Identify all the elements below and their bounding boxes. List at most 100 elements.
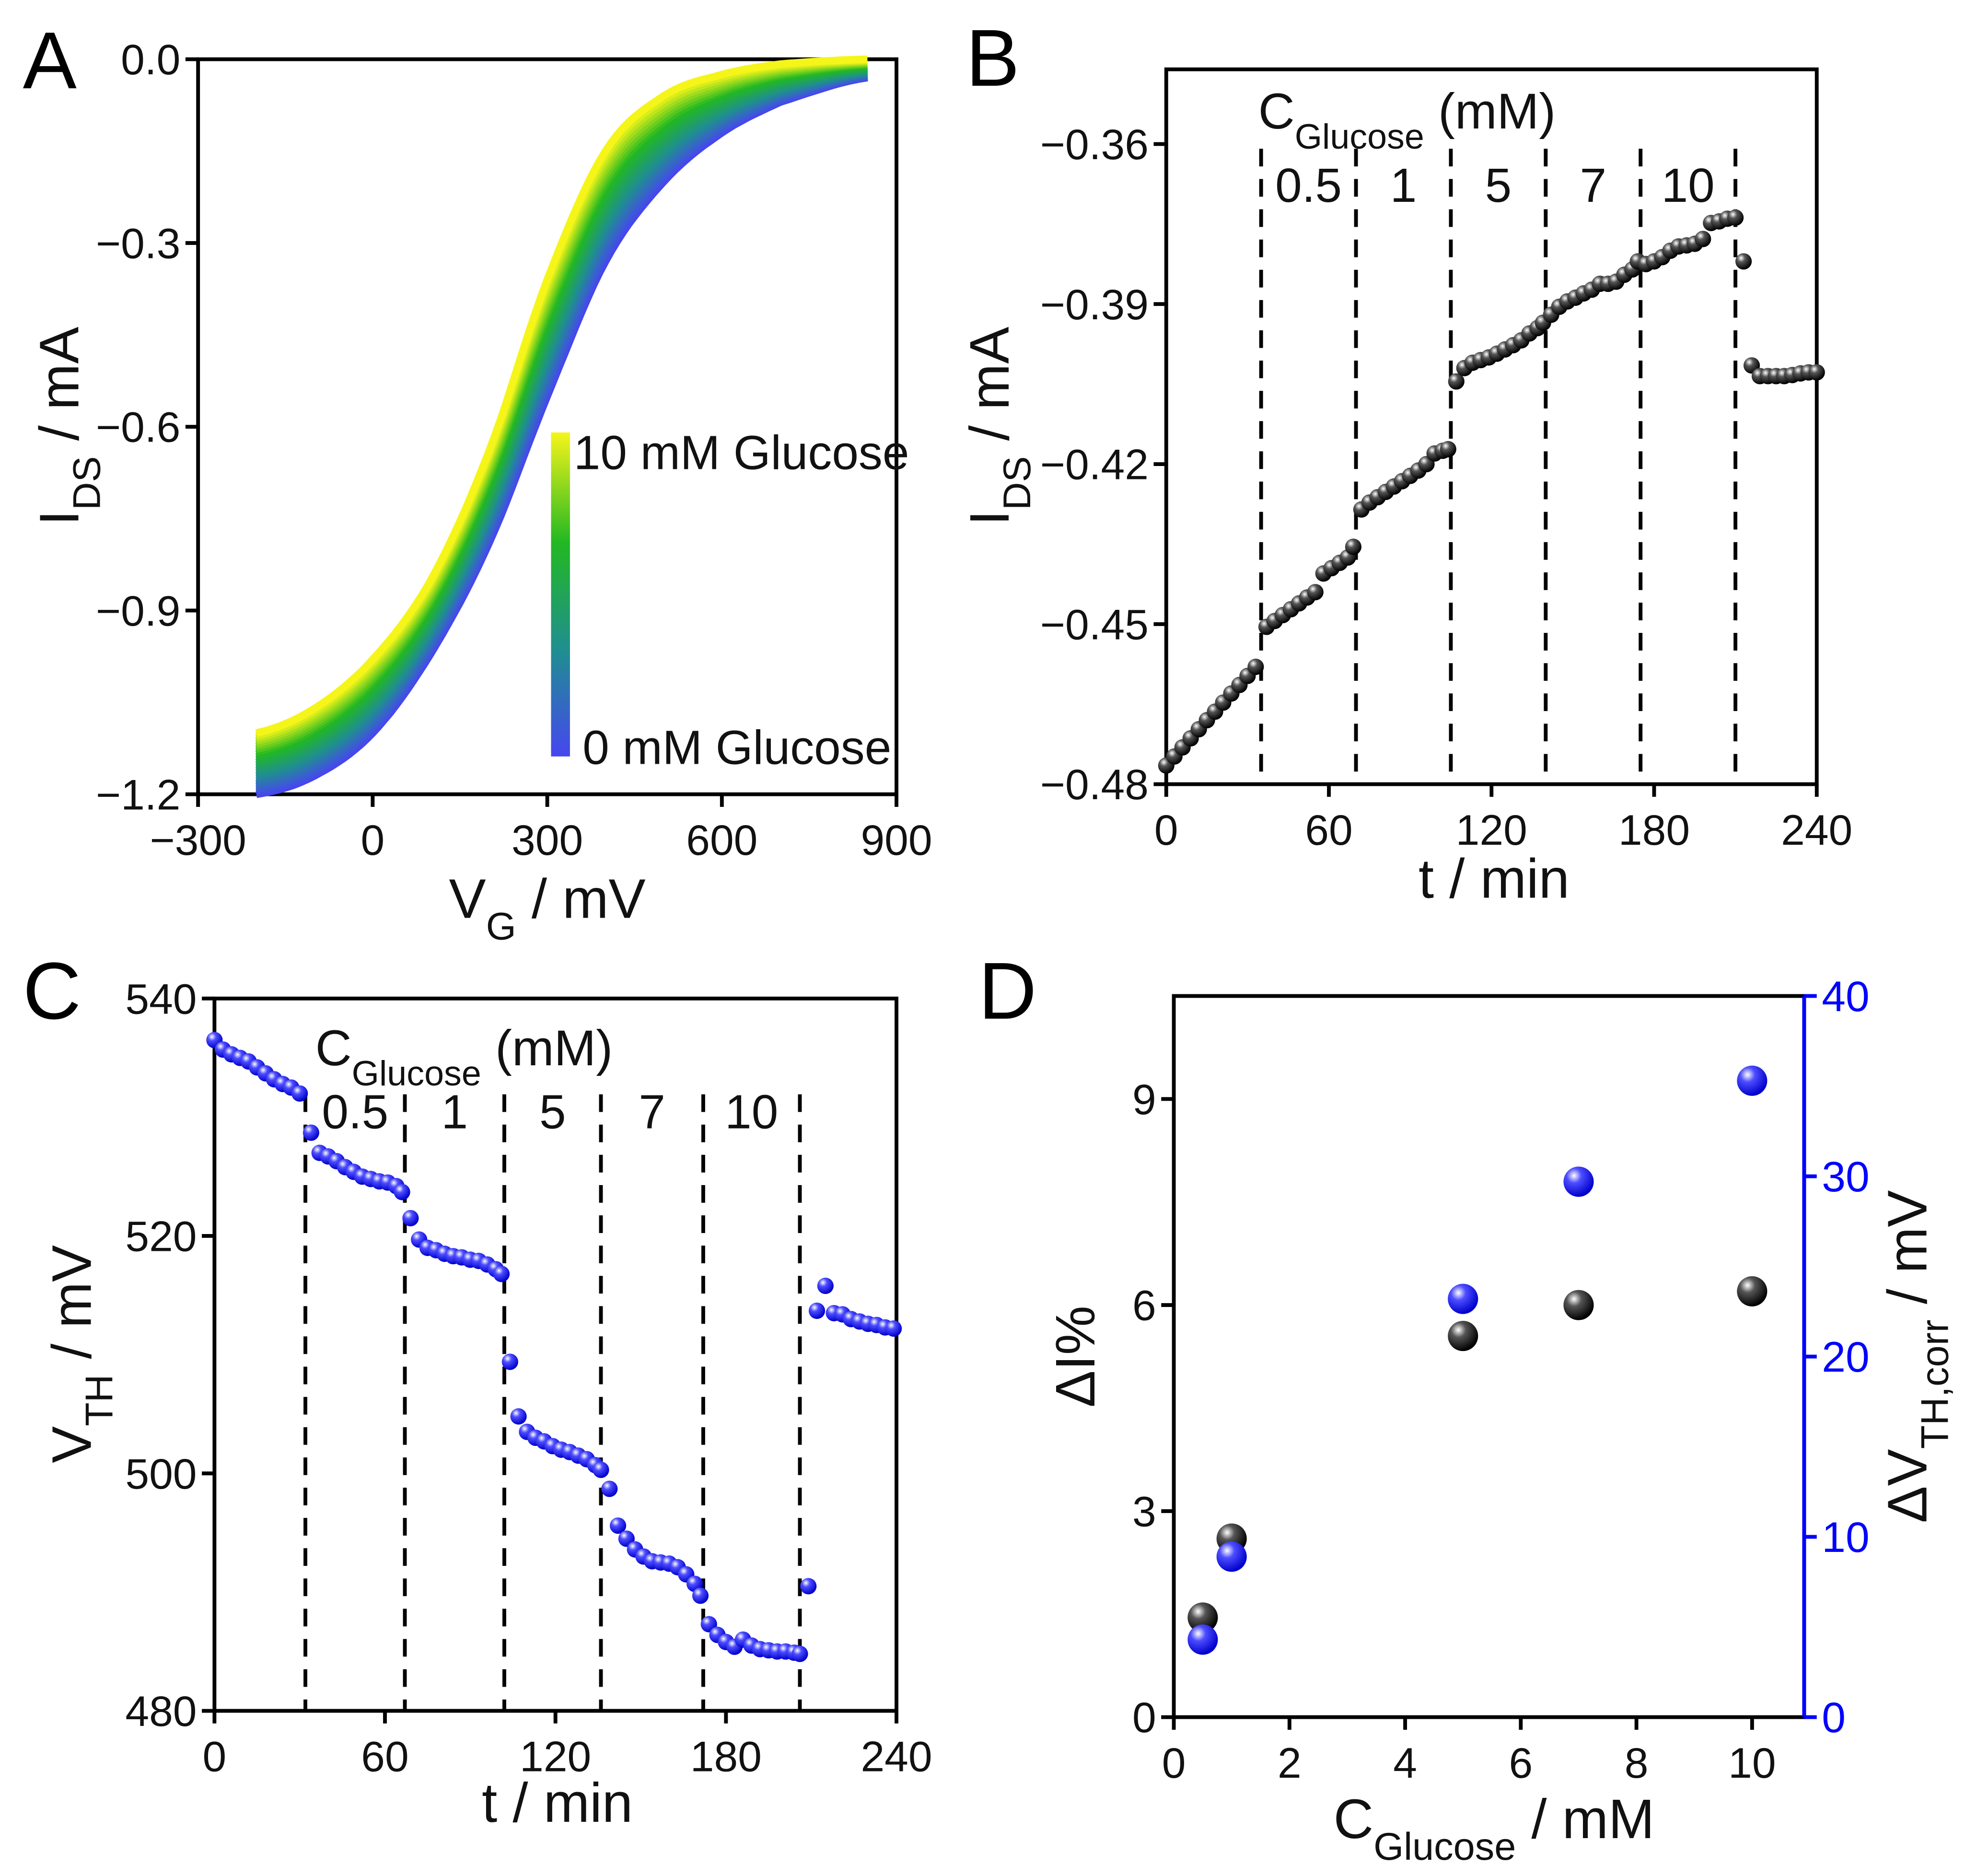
concentration-label: 0.5 [322, 1086, 388, 1139]
y-tick-label: 540 [125, 975, 197, 1023]
x-axis-label-subscript: G [486, 905, 516, 948]
panel-letter-c: C [23, 946, 81, 1036]
panel-c: 0 60 120 180 240 540 520 500 480 t / min VTH / mV 0… [41, 975, 932, 1834]
x-axis-label-main: V [449, 867, 486, 930]
y2-axis-label-rest: / mV [1876, 1190, 1939, 1319]
concentration-annotation-subscript: Glucose [352, 1053, 481, 1093]
y-tick-label: 9 [1132, 1075, 1156, 1123]
x-axis-label: t / min [1419, 847, 1570, 909]
delta-current-point [1737, 1276, 1768, 1307]
x-tick-label: 4 [1393, 1739, 1417, 1787]
data-point [692, 1587, 709, 1604]
data-point [1808, 364, 1825, 381]
x-axis-label-subscript: Glucose [1373, 1825, 1516, 1868]
data-point [885, 1320, 902, 1337]
y-tick-label: −0.39 [1040, 280, 1149, 328]
y-tick-label: −0.6 [96, 403, 180, 451]
y-axis-label: ΔI% [1044, 1305, 1106, 1407]
data-point [601, 1480, 618, 1497]
y2-tick-label: 0 [1822, 1693, 1846, 1741]
y2-axis-label-main: ΔV [1876, 1449, 1939, 1523]
y-axis-label-rest: / mA [28, 327, 90, 456]
x-tick-label: 600 [686, 816, 757, 864]
data-point [394, 1184, 410, 1200]
y2-axis-label: ΔVTH,corr / mV [1876, 1190, 1957, 1523]
colorbar-bottom-label: 0 mM Glucose [582, 722, 891, 775]
y-axis-label-main: V [41, 1426, 103, 1463]
data-point [808, 1302, 826, 1319]
x-axis-label-rest: / mM [1516, 1788, 1654, 1850]
delta-vth-point [1737, 1065, 1768, 1096]
data-point [1448, 373, 1465, 390]
delta-vth-point [1187, 1624, 1218, 1655]
y-tick-label: 0 [1132, 1693, 1156, 1741]
y-axis-label-rest: / mV [41, 1245, 103, 1375]
x-tick-label: 180 [690, 1733, 762, 1781]
data-point [501, 1353, 518, 1370]
y-tick-label: −0.3 [96, 219, 180, 267]
delta-vth-point [1563, 1166, 1594, 1197]
concentration-label: 5 [539, 1086, 566, 1139]
y-axis-label: VTH / mV [41, 1245, 121, 1463]
x-tick-label: 2 [1278, 1739, 1302, 1787]
data-point [402, 1210, 419, 1226]
x-tick-label: 240 [861, 1733, 932, 1781]
delta-current-point [1563, 1290, 1594, 1320]
y-tick-label: 500 [125, 1450, 197, 1498]
y-tick-label: −0.48 [1040, 760, 1149, 808]
data-point [610, 1517, 627, 1534]
data-point [800, 1578, 817, 1595]
concentration-label: 10 [1662, 159, 1715, 212]
transfer-curve [255, 55, 868, 737]
y-axis-label-subscript: TH [78, 1375, 121, 1426]
data-point [1345, 538, 1361, 555]
data-point [302, 1124, 319, 1141]
x-tick-label: −300 [150, 816, 246, 864]
y-tick-label: −0.36 [1040, 120, 1149, 168]
panel-letter-a: A [23, 15, 77, 105]
concentration-annotation: CGlucose (mM) [1258, 83, 1556, 156]
data-point [1307, 584, 1324, 601]
data-point [1695, 231, 1711, 247]
y-axis-label-main: I [958, 510, 1021, 525]
panel-d: 0 2 4 6 8 10 0 3 6 9 CGlucose / mM ΔI% 0 10 20 30 40 ΔVTH… [1044, 972, 1957, 1868]
y-tick-label: 520 [125, 1212, 197, 1260]
panel-letter-d: D [978, 946, 1037, 1036]
data-point [1727, 209, 1744, 226]
y2-tick-label: 30 [1822, 1153, 1869, 1200]
delta-vth-point [1448, 1283, 1478, 1314]
data-point [1247, 658, 1264, 675]
data-point [510, 1408, 527, 1425]
y-axis-label: IDS / mA [28, 327, 108, 526]
y-tick-label: 3 [1132, 1487, 1156, 1535]
data-point [493, 1266, 510, 1282]
x-tick-label: 300 [512, 816, 583, 864]
data-point [1440, 441, 1456, 457]
delta-current-point [1448, 1321, 1478, 1352]
concentration-annotation-rest: (mM) [1424, 83, 1556, 140]
y-axis-label: IDS / mA [958, 327, 1039, 526]
y-tick-label: −1.2 [96, 770, 180, 818]
x-tick-label: 0 [1162, 1739, 1186, 1787]
x-tick-label: 120 [1456, 806, 1527, 854]
concentration-label: 7 [1580, 159, 1606, 212]
concentration-label: 10 [725, 1086, 778, 1139]
panel-b: 0 60 120 180 240 −0.36 −0.39 −0.42 −0.45 −0.48 t /… [958, 67, 1852, 909]
concentration-label: 0.5 [1275, 159, 1342, 212]
concentration-label: 1 [1390, 159, 1417, 212]
x-tick-label: 0 [361, 816, 385, 864]
concentration-label: 7 [639, 1086, 665, 1139]
x-tick-label: 0 [203, 1733, 227, 1781]
concentration-label: 1 [441, 1086, 468, 1139]
y-axis-label-main: I [28, 510, 90, 525]
colorbar [551, 432, 570, 757]
x-axis-label: CGlucose / mM [1334, 1788, 1655, 1868]
x-tick-label: 10 [1728, 1739, 1776, 1787]
colorbar-top-label: 10 mM Glucose [574, 426, 909, 479]
x-axis-label-rest: / mV [516, 867, 646, 930]
concentration-annotation: CGlucose (mM) [315, 1020, 613, 1093]
concentration-annotation-rest: (mM) [481, 1020, 613, 1076]
y-axis-label-subscript: DS [65, 456, 108, 510]
x-axis-label: VG / mV [449, 867, 646, 948]
